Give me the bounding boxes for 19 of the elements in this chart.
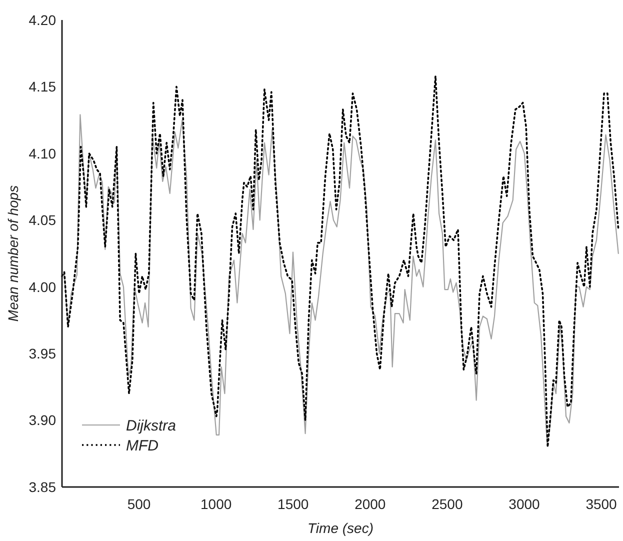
x-axis-title: Time (sec): [308, 520, 374, 536]
y-axis-title: Mean number of hops: [5, 185, 21, 322]
legend-label: Dijkstra: [126, 417, 176, 434]
y-tick-label: 4.15: [28, 78, 56, 95]
y-tick-label: 3.85: [28, 478, 56, 495]
x-tick-label: 3000: [508, 496, 540, 512]
x-tick-label: 1000: [200, 496, 232, 512]
x-tick-label: 2000: [354, 496, 386, 512]
y-tick-label: 3.95: [28, 345, 56, 362]
legend-label: MFD: [126, 437, 159, 454]
y-tick-label: 4.10: [28, 145, 56, 162]
y-tick-label: 4.00: [28, 278, 56, 295]
x-tick-label: 1500: [278, 496, 309, 512]
y-tick-label: 3.90: [28, 412, 56, 428]
x-tick-label: 500: [127, 496, 151, 512]
x-tick-label: 3500: [586, 496, 618, 512]
y-tick-label: 4.05: [28, 212, 56, 228]
x-tick-label: 2500: [432, 496, 463, 512]
y-tick-label: 4.20: [28, 12, 56, 28]
